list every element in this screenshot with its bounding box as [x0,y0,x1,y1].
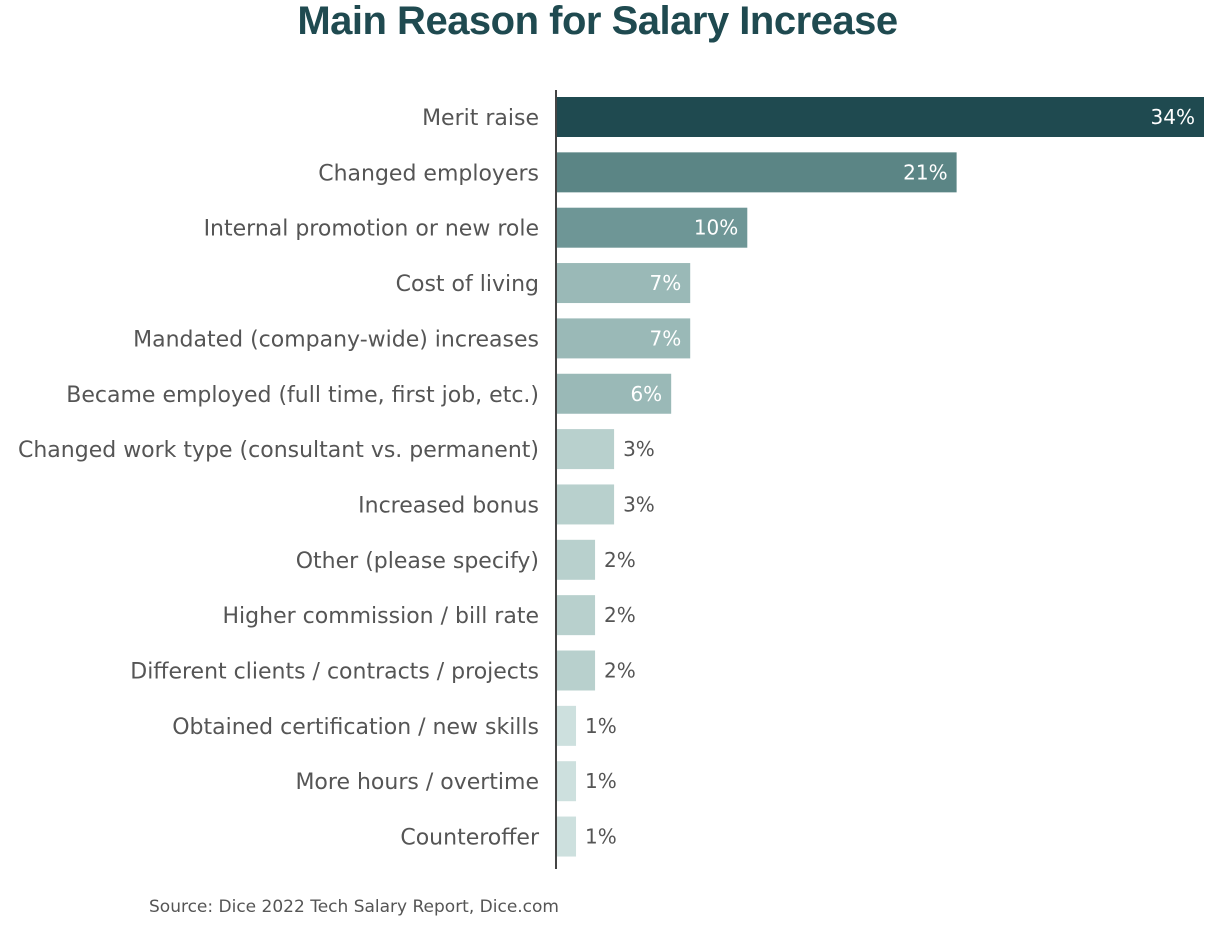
bar-10 [557,650,596,691]
value-label: 10% [694,216,738,240]
value-label: 21% [903,160,947,184]
category-label: Obtained certification / new skills [172,715,539,740]
value-label: 2% [604,659,636,683]
bar-4 [557,318,691,359]
value-label: 2% [604,603,636,627]
bar-8 [557,539,596,580]
value-label: 1% [585,825,617,849]
chart-title: Main Reason for Salary Increase [297,0,898,43]
category-label: More hours / overtime [295,770,539,795]
bar-13 [557,816,577,857]
bar-5 [557,373,672,414]
bar-9 [557,595,596,636]
value-labels-group: 34% 21% 10% 7% 7% 6% 3% 3% 2% 2% 2% 1% 1% 1% [585,105,1195,849]
bar-3 [557,263,691,304]
value-label: 6% [630,382,662,406]
source-note: Source: Dice 2022 Tech Salary Report, Di… [149,897,559,917]
bar-7 [557,484,615,525]
value-label: 7% [649,271,681,295]
value-label: 3% [623,437,655,461]
value-label: 34% [1151,105,1195,129]
category-label: Cost of living [396,272,539,297]
bars-group [557,97,1204,857]
category-label: Changed employers [318,161,539,186]
value-label: 1% [585,769,617,793]
bar-6 [557,429,615,470]
value-label: 3% [623,492,655,516]
category-label: Other (please specify) [296,549,539,574]
bar-1 [557,152,957,193]
category-label: Different clients / contracts / projects [130,660,539,685]
category-label: Changed work type (consultant vs. perman… [18,438,539,463]
category-label: Became employed (full time, first job, e… [66,383,539,408]
category-label: Increased bonus [358,493,539,518]
category-label: Counteroffer [400,826,540,851]
bar-2 [557,207,748,248]
category-labels-group: Merit raise Changed employers Internal pro… [18,106,540,851]
bar-11 [557,705,577,746]
category-label: Internal promotion or new role [204,217,539,242]
category-label: Higher commission / bill rate [223,604,540,629]
value-label: 1% [585,714,617,738]
category-label: Merit raise [422,106,539,131]
bar-0 [557,97,1204,137]
bar-12 [557,761,577,802]
category-label: Mandated (company-wide) increases [133,327,539,352]
value-label: 2% [604,548,636,572]
value-label: 7% [649,326,681,350]
